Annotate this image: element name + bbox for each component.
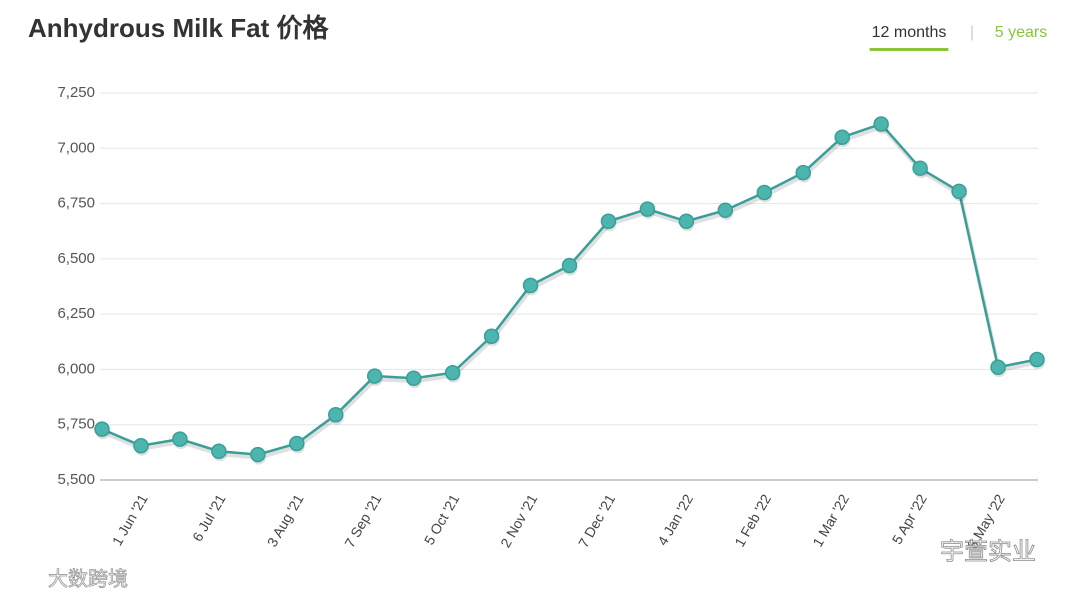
data-point bbox=[834, 129, 850, 145]
data-point bbox=[522, 277, 539, 294]
y-tick-label: 7,250 bbox=[57, 84, 95, 101]
x-tick-label: 1 Mar '22 bbox=[809, 491, 852, 549]
watermark: 宇萱实业 bbox=[940, 538, 1036, 565]
y-tick-label: 7,000 bbox=[57, 139, 95, 156]
x-tick-label: 4 Jan '22 bbox=[654, 491, 696, 548]
y-tick-label: 6,250 bbox=[57, 305, 95, 322]
y-tick-label: 6,000 bbox=[57, 360, 95, 377]
data-point bbox=[483, 328, 500, 345]
data-point bbox=[133, 437, 149, 454]
data-point bbox=[211, 443, 227, 460]
data-point bbox=[289, 435, 305, 452]
toggle-5-years[interactable]: 5 years bbox=[995, 24, 1047, 41]
data-point bbox=[405, 370, 422, 387]
data-point bbox=[366, 368, 383, 384]
series-line bbox=[101, 122, 1038, 456]
x-tick-label: 5 Oct '21 bbox=[421, 491, 463, 547]
data-point bbox=[172, 431, 188, 447]
data-point bbox=[639, 201, 656, 217]
data-point bbox=[873, 116, 889, 132]
chart-title: Anhydrous Milk Fat 价格 bbox=[28, 13, 329, 43]
watermark: 大数跨境 bbox=[48, 567, 128, 590]
toggle-separator: | bbox=[970, 24, 974, 41]
y-tick-label: 5,500 bbox=[57, 471, 95, 488]
line-shadow bbox=[102, 124, 1039, 460]
data-point bbox=[250, 446, 266, 463]
x-tick-label: 3 Aug '21 bbox=[264, 491, 307, 549]
x-tick-label: 1 Feb '22 bbox=[731, 491, 774, 549]
data-point bbox=[561, 257, 578, 274]
data-point bbox=[795, 164, 811, 181]
data-point bbox=[444, 364, 461, 381]
x-tick-label: 7 Dec '21 bbox=[575, 491, 618, 550]
data-point bbox=[600, 213, 617, 230]
x-tick-label: 2 Nov '21 bbox=[497, 491, 540, 550]
data-point bbox=[328, 407, 344, 423]
data-point bbox=[912, 160, 928, 176]
x-tick-label: 5 Apr '22 bbox=[889, 491, 930, 547]
data-point bbox=[990, 359, 1006, 375]
y-tick-label: 6,500 bbox=[57, 250, 95, 267]
y-tick-label: 6,750 bbox=[57, 195, 95, 212]
x-tick-label: 6 Jul '21 bbox=[189, 491, 229, 544]
data-point bbox=[756, 184, 773, 201]
toggle-12-months[interactable]: 12 months bbox=[872, 24, 947, 41]
y-tick-label: 5,750 bbox=[57, 416, 95, 433]
x-tick-label: 1 Jun '21 bbox=[109, 491, 151, 548]
data-point bbox=[94, 421, 110, 437]
data-point bbox=[951, 183, 967, 200]
data-point bbox=[678, 213, 695, 230]
toggle-underline bbox=[869, 48, 949, 51]
data-point bbox=[717, 202, 734, 218]
data-point bbox=[1029, 351, 1045, 368]
x-tick-label: 7 Sep '21 bbox=[341, 491, 384, 550]
